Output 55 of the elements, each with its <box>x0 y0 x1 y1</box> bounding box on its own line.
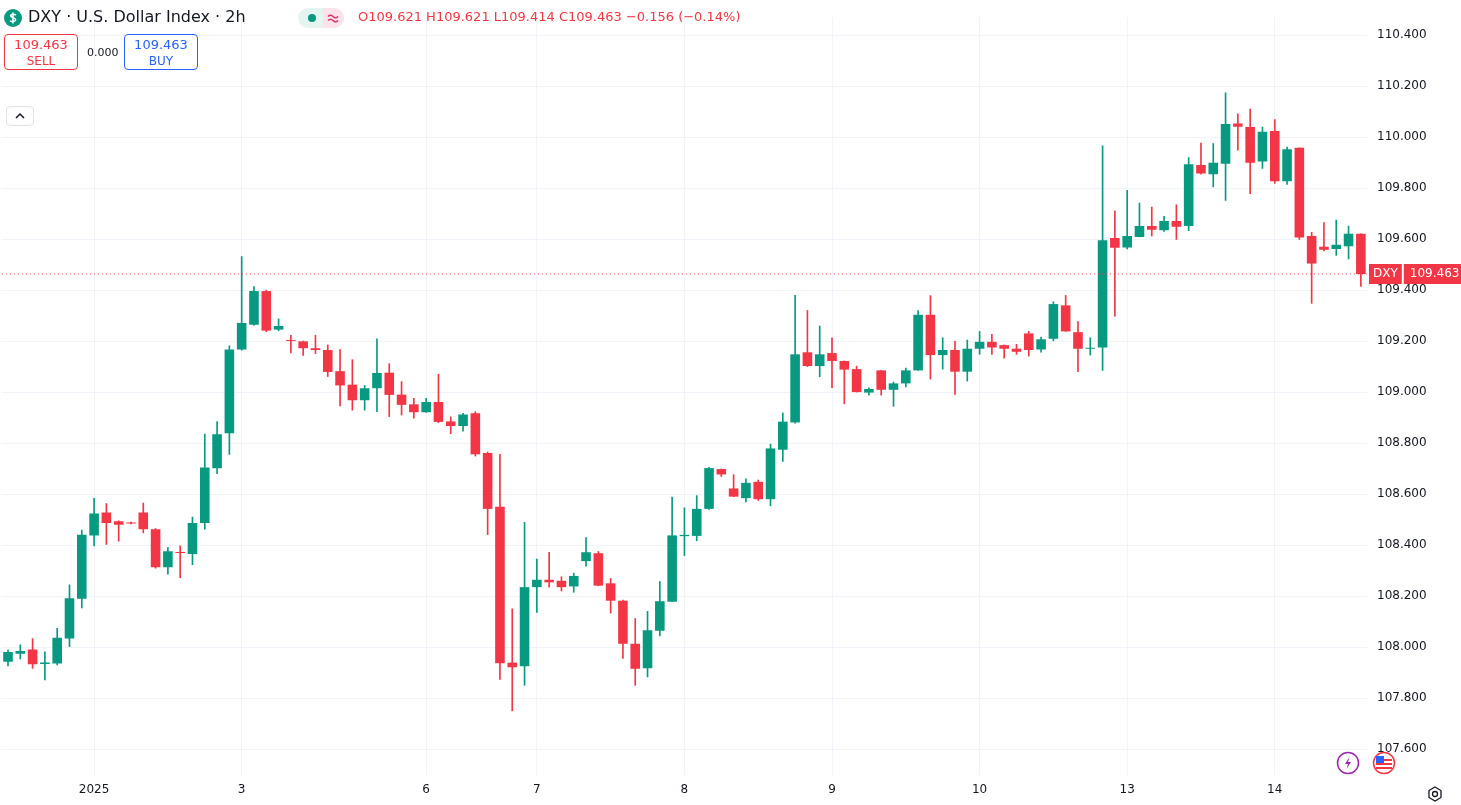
candlestick <box>1331 219 1342 256</box>
candlestick <box>15 644 26 660</box>
chart-title: DXY · U.S. Dollar Index · 2h <box>28 7 246 26</box>
candlestick <box>40 651 50 681</box>
x-tick-label: 14 <box>1267 781 1283 796</box>
candlestick <box>1122 190 1132 250</box>
y-tick-label: 108.200 <box>1377 588 1427 603</box>
y-tick-label: 109.600 <box>1377 231 1427 246</box>
candlestick <box>372 338 382 413</box>
annotation: 109.463 <box>13 37 69 53</box>
x-tick-label: 10 <box>971 781 988 796</box>
candlestick <box>827 337 837 389</box>
y-tick-label: 107.800 <box>1377 690 1427 705</box>
y-tick-label: 108.400 <box>1377 537 1427 552</box>
candlestick <box>445 416 456 434</box>
x-tick-label: 13 <box>1119 781 1135 796</box>
candlestick <box>286 334 296 354</box>
x-tick-label: 9 <box>828 781 836 796</box>
y-tick-label: 109.400 <box>1377 282 1427 297</box>
candlestick <box>937 337 948 370</box>
candlestick <box>113 520 124 542</box>
y-tick-label: 108.600 <box>1377 486 1427 501</box>
candlestick <box>532 558 542 613</box>
y-tick-label: 108.000 <box>1377 639 1427 654</box>
candlestick <box>987 334 997 355</box>
candlestick <box>1233 113 1243 151</box>
text: 109.463 <box>1409 266 1460 281</box>
candlestick <box>175 545 185 579</box>
y-tick-label: 109.800 <box>1377 180 1427 195</box>
candlestick <box>1208 143 1219 188</box>
candlestick <box>1085 337 1096 356</box>
annotation: 109.463 <box>133 37 189 53</box>
candlestick <box>1319 222 1329 252</box>
y-tick-label: 110.000 <box>1377 129 1427 144</box>
y-tick-label: 108.800 <box>1377 435 1427 450</box>
x-tick-label: 7 <box>533 781 541 796</box>
x-tick-label: 2025 <box>78 781 110 796</box>
candlestick <box>507 608 518 712</box>
ref-line-label: DXY <box>1373 266 1399 281</box>
y-tick-label: 110.200 <box>1377 78 1427 93</box>
annotation: SELL <box>25 53 57 69</box>
y-tick-label: 107.600 <box>1377 741 1427 756</box>
y-tick-label: 110.400 <box>1377 27 1427 42</box>
candlestick <box>814 325 825 378</box>
x-tick-label: 6 <box>422 781 430 796</box>
annotation: O109.621 H109.621 L109.414 C109.463 −0.156 (−0.14%) <box>358 9 741 24</box>
candlestick <box>335 349 345 407</box>
x-tick-label: 3 <box>237 781 246 796</box>
candlestick <box>1146 206 1157 237</box>
y-tick-label: 109.200 <box>1377 333 1427 348</box>
candlestick <box>839 360 850 405</box>
annotation: BUY <box>147 53 175 69</box>
annotation: 0.000 <box>87 46 119 59</box>
y-tick-label: 109.000 <box>1377 384 1427 399</box>
x-tick-label: 8 <box>680 781 689 796</box>
